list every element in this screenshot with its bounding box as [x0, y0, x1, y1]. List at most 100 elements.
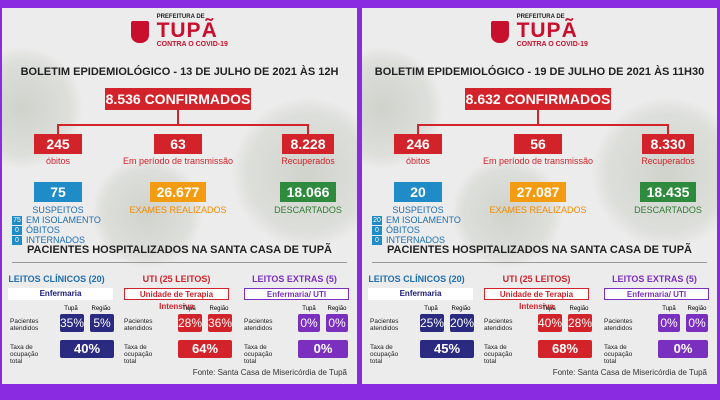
clinical-beds-ward: Enfermaria: [8, 288, 113, 300]
uti-total-pct: 68%: [538, 340, 592, 358]
extras-tupa-pct: 0%: [658, 314, 680, 332]
tupa-header: Tupã: [182, 306, 196, 312]
suspect-deaths-label: ÓBITOS: [386, 225, 420, 235]
occupancy-label: Taxa de ocupação total: [124, 344, 153, 365]
tupa-header: Tupã: [64, 306, 78, 312]
regiao-header: Região: [327, 306, 347, 312]
hospitalized-section-title: PACIENTES HOSPITALIZADOS NA SANTA CASA D…: [387, 244, 692, 256]
tupa-header: Tupã: [542, 306, 556, 312]
connector-line: [57, 124, 59, 134]
exams-value: 27.087: [510, 182, 566, 202]
suspects-label: SUSPEITOS: [392, 205, 444, 215]
suspect-deaths-row: 0 ÓBITOS: [12, 226, 60, 235]
clinical-beds-ward: Enfermaria: [368, 288, 473, 300]
uti-tupa-pct: 40%: [538, 314, 563, 332]
patients-label: Pacientes atendidos: [370, 318, 399, 332]
bulletin-panel-right: PREFEITURA DE TUPÃ CONTRA O COVID-19 BOL…: [362, 8, 717, 384]
patients-label: Pacientes atendidos: [10, 318, 39, 332]
divider: [372, 262, 707, 263]
clinical-tupa-pct: 35%: [60, 314, 85, 332]
transmission-label: Em período de transmissão: [482, 156, 594, 166]
transmission-label: Em período de transmissão: [122, 156, 234, 166]
virus-decoration: [452, 158, 562, 268]
recovered-label: Recuperados: [641, 156, 695, 166]
uti-beds-title: UTI (25 LEITOS): [502, 274, 571, 284]
occupancy-label: Taxa de ocupação total: [604, 344, 633, 365]
extras-total-pct: 0%: [298, 340, 348, 358]
clinical-regiao-pct: 5%: [90, 314, 114, 332]
extra-beds-title: LEITOS EXTRAS (5): [252, 274, 337, 284]
logo-pre-text: PREFEITURA DE: [516, 14, 565, 20]
patients-label: Pacientes atendidos: [124, 318, 153, 332]
coat-of-arms-icon: [131, 20, 150, 43]
tupa-header: Tupã: [302, 306, 316, 312]
recovered-value: 8.228: [282, 134, 334, 154]
occupancy-label: Taxa de ocupação total: [244, 344, 273, 365]
logo-campaign: CONTRA O COVID-19: [156, 41, 228, 48]
divider: [12, 262, 347, 263]
hospitalized-row: 0 INTERNADOS: [372, 236, 445, 245]
occupancy-label: Taxa de ocupação total: [10, 344, 39, 365]
uti-beds-title: UTI (25 LEITOS): [142, 274, 211, 284]
connector-line: [177, 110, 179, 126]
deaths-label: óbitos: [405, 156, 431, 166]
patients-label: Pacientes atendidos: [484, 318, 513, 332]
clinical-regiao-pct: 20%: [450, 314, 475, 332]
clinical-total-pct: 45%: [420, 340, 474, 358]
virus-decoration: [592, 98, 717, 248]
source-note: Fonte: Santa Casa de Misericórdia de Tup…: [192, 368, 347, 377]
uti-beds-unit: Unidade de Terapia Intensiva: [124, 288, 229, 311]
hospitalized-section-title: PACIENTES HOSPITALIZADOS NA SANTA CASA D…: [27, 244, 332, 256]
connector-line: [667, 124, 669, 134]
hospitalized-value: 0: [372, 236, 382, 245]
uti-total-pct: 64%: [178, 340, 232, 358]
virus-decoration: [92, 158, 202, 268]
discarded-label: DESCARTADOS: [634, 205, 702, 215]
extras-tupa-pct: 0%: [298, 314, 320, 332]
hospitalized-row: 0 INTERNADOS: [12, 236, 85, 245]
suspect-deaths-value: 0: [372, 226, 382, 235]
suspect-deaths-label: ÓBITOS: [26, 225, 60, 235]
suspects-value: 20: [394, 182, 442, 202]
isolation-value: 75: [12, 216, 22, 225]
discarded-value: 18.435: [640, 182, 696, 202]
transmission-value: 56: [514, 134, 562, 154]
exams-label: EXAMES REALIZADOS: [129, 205, 227, 215]
uti-regiao-pct: 36%: [208, 314, 233, 332]
hospitalized-label: INTERNADOS: [386, 235, 446, 245]
patients-label: Pacientes atendidos: [244, 318, 273, 332]
coat-of-arms-icon: [491, 20, 510, 43]
regiao-header: Região: [91, 306, 111, 312]
suspects-label: SUSPEITOS: [32, 205, 84, 215]
clinical-tupa-pct: 25%: [420, 314, 445, 332]
patients-label: Pacientes atendidos: [604, 318, 633, 332]
occupancy-label: Taxa de ocupação total: [484, 344, 513, 365]
regiao-header: Região: [687, 306, 707, 312]
confirmed-total: 8.632 CONFIRMADOS: [465, 88, 611, 110]
hospitalized-value: 0: [12, 236, 22, 245]
connector-line: [417, 124, 419, 134]
exams-value: 26.677: [150, 182, 206, 202]
regiao-header: Região: [569, 306, 589, 312]
logo-pre-text: PREFEITURA DE: [156, 14, 205, 20]
extras-regiao-pct: 0%: [686, 314, 708, 332]
exams-label: EXAMES REALIZADOS: [489, 205, 587, 215]
bulletin-panel-left: PREFEITURA DE TUPÃ CONTRA O COVID-19 BOL…: [2, 8, 357, 384]
extras-regiao-pct: 0%: [326, 314, 348, 332]
uti-regiao-pct: 28%: [568, 314, 593, 332]
logo-city-name: TUPÃ: [516, 19, 578, 42]
isolation-row: 20 EM ISOLAMENTO: [372, 216, 461, 225]
deaths-label: óbitos: [45, 156, 71, 166]
extra-beds-unit: Enfermaria/ UTI: [244, 288, 349, 300]
regiao-header: Região: [451, 306, 471, 312]
tupa-header: Tupã: [662, 306, 676, 312]
deaths-value: 245: [34, 134, 82, 154]
uti-tupa-pct: 28%: [178, 314, 203, 332]
isolation-label: EM ISOLAMENTO: [386, 215, 461, 225]
virus-decoration: [232, 98, 357, 248]
uti-beds-unit: Unidade de Terapia Intensiva: [484, 288, 589, 311]
isolation-label: EM ISOLAMENTO: [26, 215, 101, 225]
connector-line: [537, 110, 539, 126]
tupa-header: Tupã: [424, 306, 438, 312]
suspect-deaths-value: 0: [12, 226, 22, 235]
